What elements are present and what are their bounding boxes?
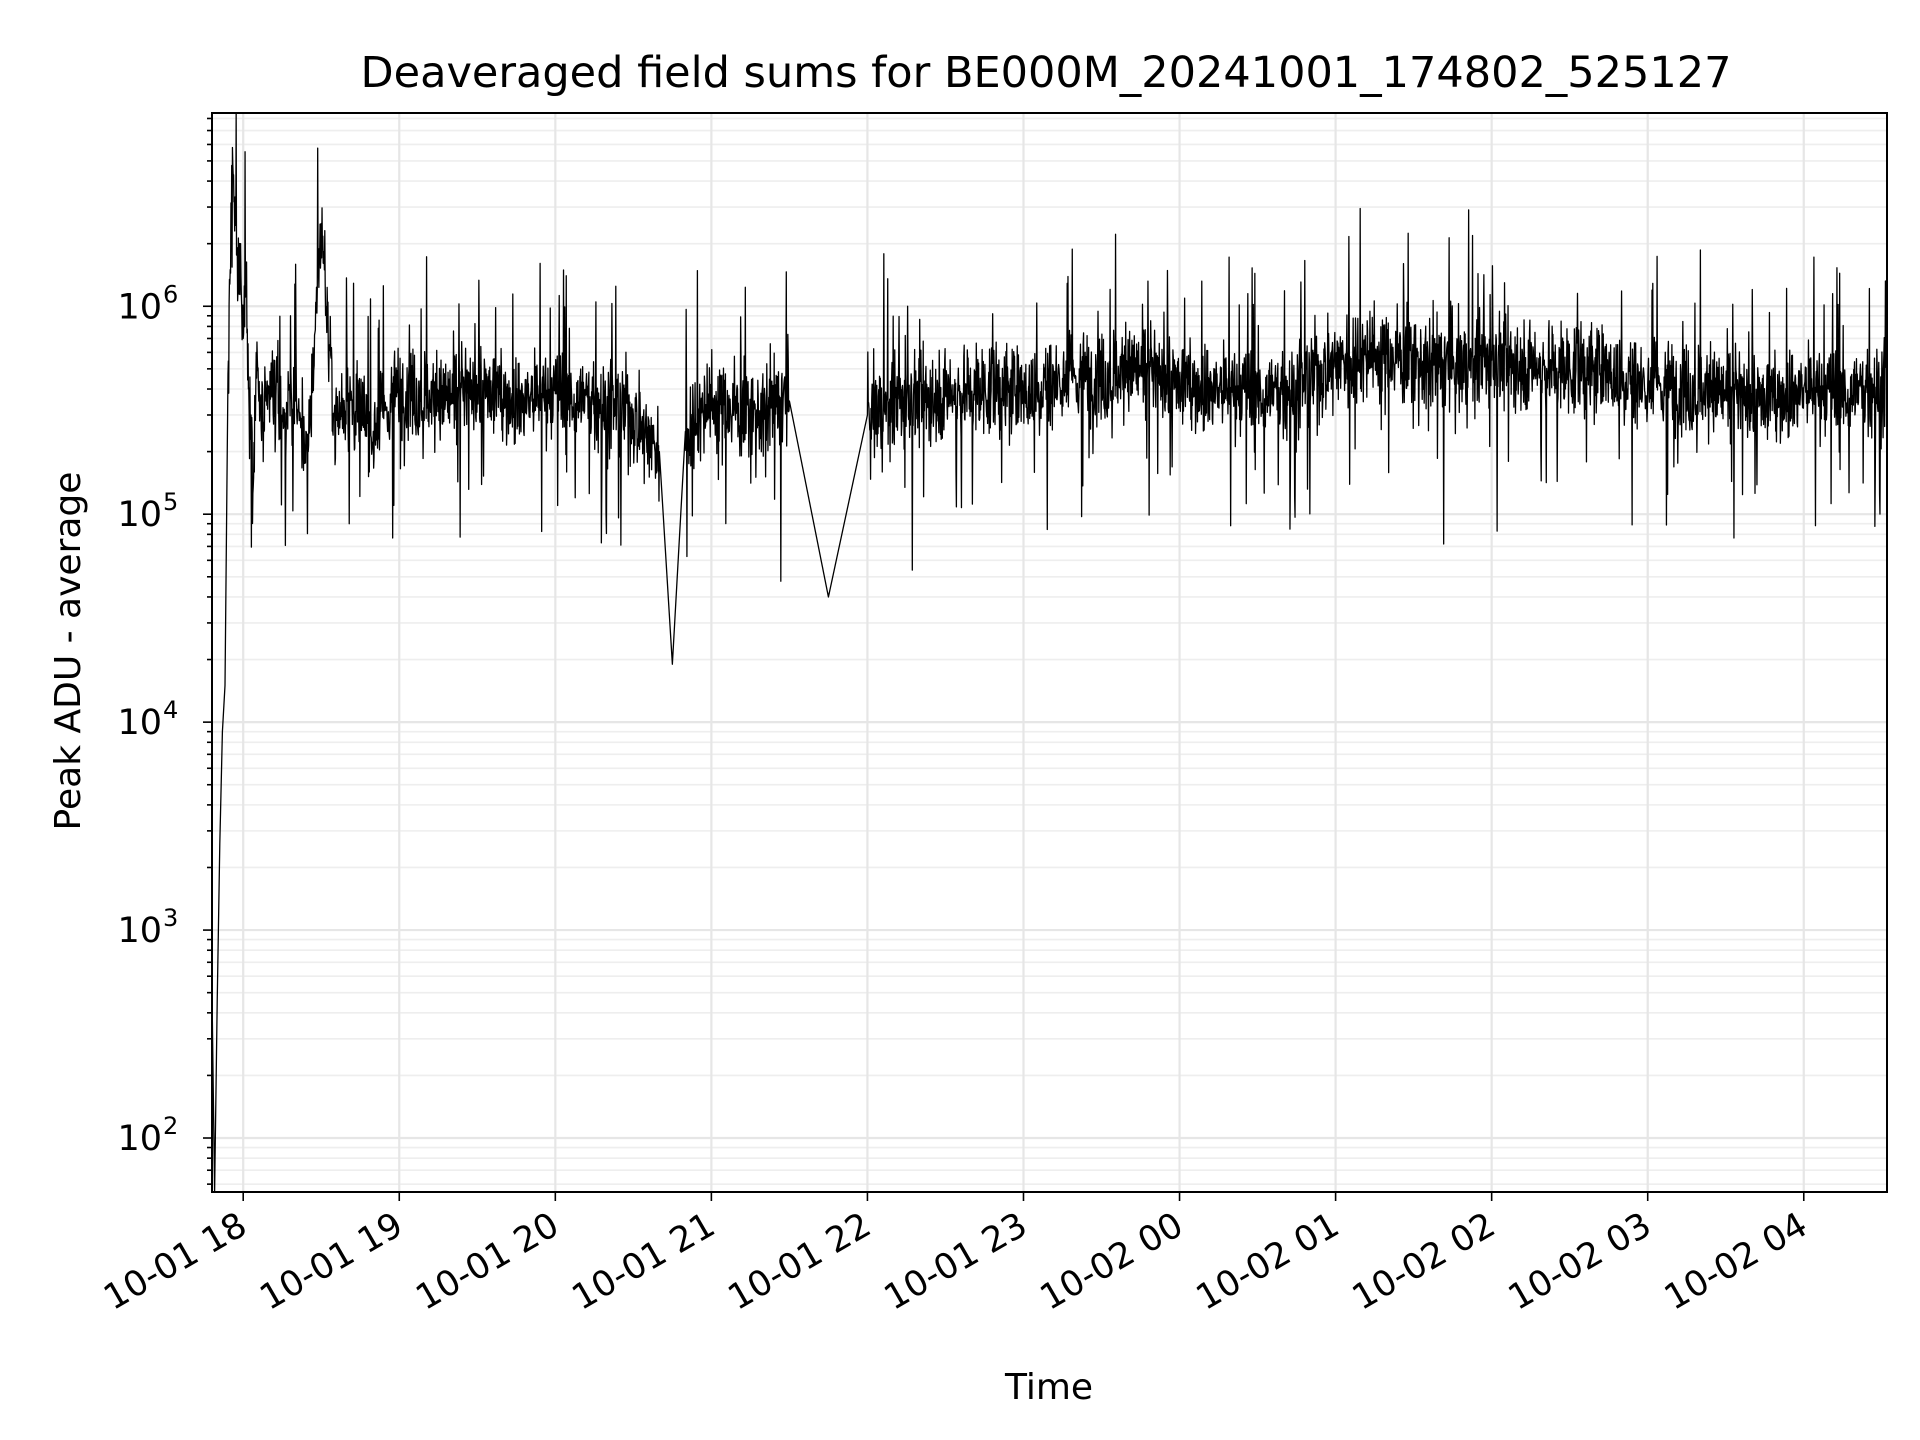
y-tick-label-base: 10 bbox=[117, 703, 162, 743]
y-tick-label: 10 bbox=[117, 495, 162, 535]
minor-gridlines bbox=[212, 117, 1887, 1185]
plot-area bbox=[211, 112, 1888, 1193]
y-tick-label: 10 bbox=[117, 287, 162, 327]
y-tick-label-base: 10 bbox=[117, 495, 162, 535]
y-tick-label: 10 bbox=[117, 1119, 162, 1159]
x-axis-label: Time bbox=[1004, 1367, 1093, 1408]
chart-title: Deaveraged field sums for BE000M_2024100… bbox=[361, 48, 1732, 98]
series-line bbox=[211, 112, 1888, 1193]
y-axis-label: Peak ADU - average bbox=[48, 472, 89, 831]
y-tick-label-exponent: 3 bbox=[163, 904, 178, 932]
major-gridlines bbox=[212, 113, 1887, 1192]
y-tick-label-base: 10 bbox=[117, 287, 162, 327]
plot-frame bbox=[211, 112, 1888, 1193]
y-tick-label-exponent: 4 bbox=[163, 696, 178, 724]
y-tick-label-exponent: 2 bbox=[163, 1112, 178, 1140]
y-tick-label: 10 bbox=[117, 703, 162, 743]
y-tick-label-base: 10 bbox=[117, 1119, 162, 1159]
y-tick-label-base: 10 bbox=[117, 911, 162, 951]
y-tick-label-exponent: 5 bbox=[163, 488, 178, 516]
y-tick-label: 10 bbox=[117, 911, 162, 951]
y-tick-label-exponent: 6 bbox=[163, 280, 178, 308]
